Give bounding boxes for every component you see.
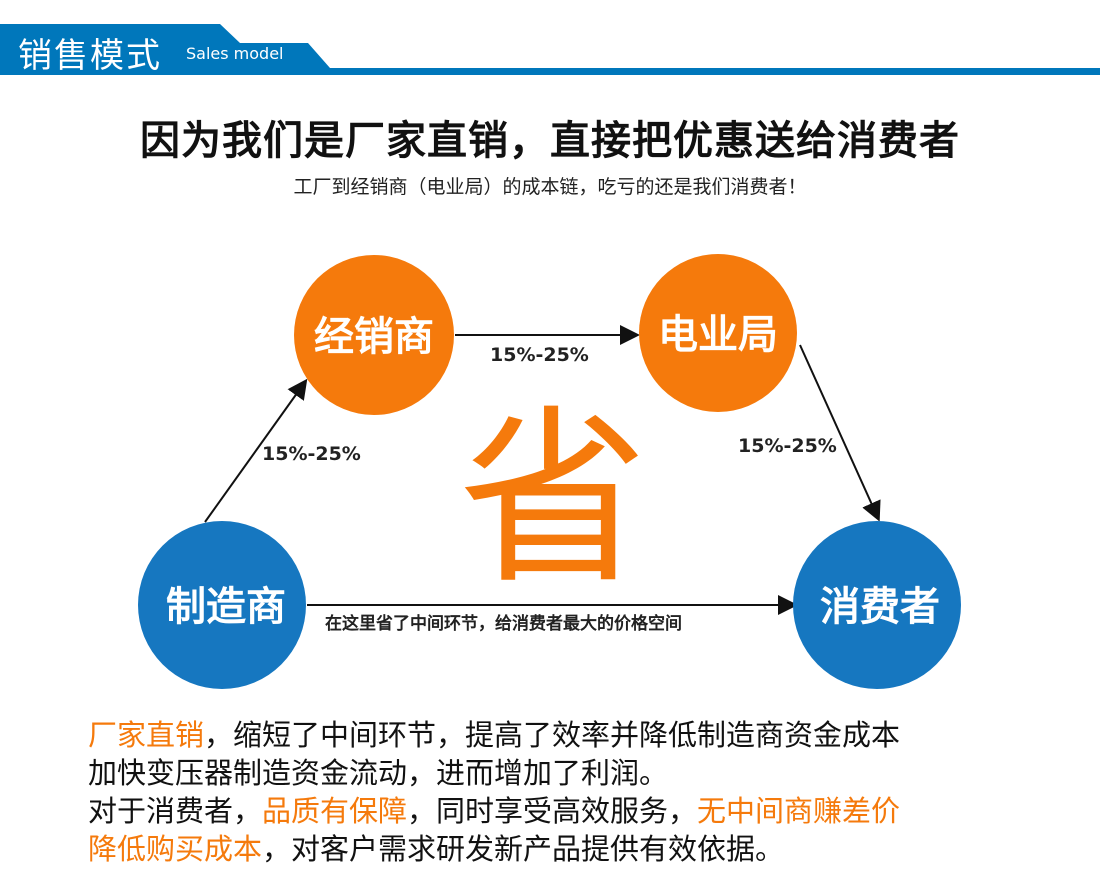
paragraph-1: 厂家直销，缩短了中间环节，提高了效率并降低制造商资金成本 加快变压器制造资金流动…: [88, 716, 900, 792]
paragraph-2: 对于消费者，品质有保障，同时享受高效服务，无中间商赚差价 降低购买成本，对客户需…: [88, 792, 900, 868]
p2-highlight-1: 品质有保障: [262, 794, 408, 828]
p2-highlight-2: 无中间商赚差价: [697, 794, 901, 828]
p2-text: 对于消费者，: [88, 794, 263, 828]
p2-highlight-3: 降低购买成本: [88, 832, 263, 866]
section-subtitle: Sales model: [186, 44, 284, 63]
p1-text: ，缩短了中间环节，提高了效率并降低制造商资金成本: [204, 718, 901, 752]
p1-highlight: 厂家直销: [88, 718, 205, 752]
section-header-bar: [0, 24, 1100, 75]
center-save-character: 省: [458, 389, 648, 610]
section-title: 销售模式: [18, 36, 162, 76]
node-consumer: [793, 521, 961, 689]
p2-text-2: ，同时享受高效服务，: [407, 794, 698, 828]
arrow-manufacturer-dealer: [204, 378, 308, 523]
node-dealer-label: 经销商: [314, 314, 434, 360]
node-utility: [639, 254, 797, 412]
arrow-utility-consumer: [799, 344, 881, 522]
node-manufacturer-label: 制造商: [166, 584, 286, 630]
subheadline: 工厂到经销商（电业局）的成本链，吃亏的还是我们消费者！: [293, 176, 807, 198]
node-consumer-label: 消费者: [820, 584, 940, 630]
node-manufacturer: [138, 521, 306, 689]
p1-text-2: 加快变压器制造资金流动，进而增加了利润。: [88, 756, 669, 790]
node-utility-label: 电业局: [658, 312, 778, 358]
edge-label-manufacturer-dealer: 15%-25%: [262, 443, 361, 465]
node-dealer: [294, 255, 454, 415]
headline: 因为我们是厂家直销，直接把优惠送给消费者: [140, 118, 960, 164]
edge-label-manufacturer-consumer: 在这里省了中间环节，给消费者最大的价格空间: [325, 613, 682, 634]
p2-text-3: ，对客户需求研发新产品提供有效依据。: [262, 832, 785, 866]
edge-label-utility-consumer: 15%-25%: [738, 435, 837, 457]
edge-label-dealer-utility: 15%-25%: [490, 344, 589, 366]
